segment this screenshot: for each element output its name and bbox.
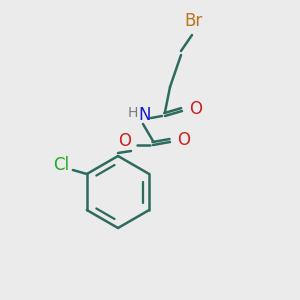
Text: H: H	[128, 106, 138, 120]
Text: O: O	[178, 131, 190, 149]
Text: O: O	[190, 100, 202, 118]
Text: Br: Br	[185, 12, 203, 30]
Text: O: O	[118, 132, 131, 150]
Text: N: N	[139, 106, 151, 124]
Text: Cl: Cl	[53, 156, 69, 174]
